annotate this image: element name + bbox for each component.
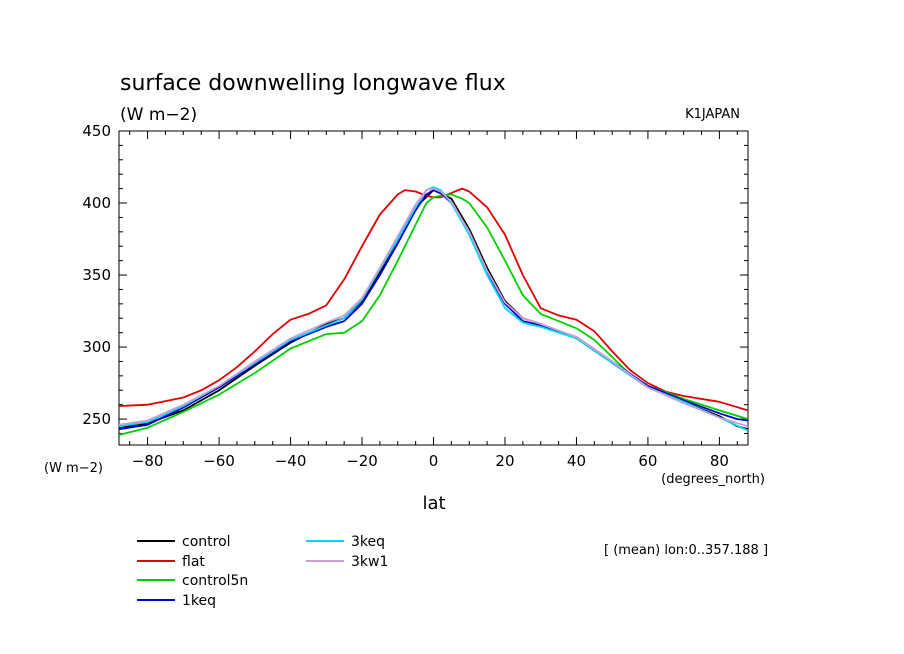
x-tick-label: −40 [275, 452, 307, 470]
x-axis-unit: (degrees_north) [661, 472, 765, 487]
legend-label: 1keq [182, 593, 216, 609]
source-label: K1JAPAN [685, 107, 740, 122]
x-tick-label: −60 [203, 452, 235, 470]
x-tick-labels: −80 −60 −40 −20 0 20 40 60 80 [132, 452, 729, 470]
y-tick-label: 250 [82, 410, 111, 428]
units-label: (W m−2) [120, 105, 197, 125]
x-axis-label: lat [422, 493, 445, 514]
x-tick-label: −20 [346, 452, 378, 470]
y-tick-label: 350 [82, 266, 111, 284]
series-line-3kw1 [119, 187, 748, 428]
y-tick-label: 400 [82, 194, 111, 212]
series-line-flat [119, 187, 748, 412]
x-tick-label: 60 [638, 452, 657, 470]
x-tick-label: 20 [495, 452, 514, 470]
legend: control flat control5n 1keq 3keq 3kw1 [137, 534, 388, 609]
x-tick-label: 0 [429, 452, 439, 470]
x-tick-label: −80 [132, 452, 164, 470]
averaging-note: [ (mean) lon:0..357.188 ] [604, 543, 768, 558]
series-line-3keq [119, 186, 748, 432]
legend-label: flat [182, 554, 205, 570]
chart-title: surface downwelling longwave flux [120, 71, 506, 96]
x-tick-label: 80 [710, 452, 729, 470]
legend-label: control [182, 534, 231, 550]
legend-label: 3kw1 [351, 554, 388, 570]
y-tick-label: 450 [82, 122, 111, 140]
series-line-control [119, 189, 748, 431]
y-tick-labels: 250 300 350 400 450 [82, 122, 111, 428]
legend-label: control5n [182, 573, 248, 589]
series-line-control5n [119, 193, 748, 436]
y-axis-unit: (W m−2) [44, 461, 103, 476]
y-tick-label: 300 [82, 338, 111, 356]
legend-label: 3keq [351, 534, 385, 550]
series-lines [119, 186, 748, 436]
x-tick-label: 40 [567, 452, 586, 470]
